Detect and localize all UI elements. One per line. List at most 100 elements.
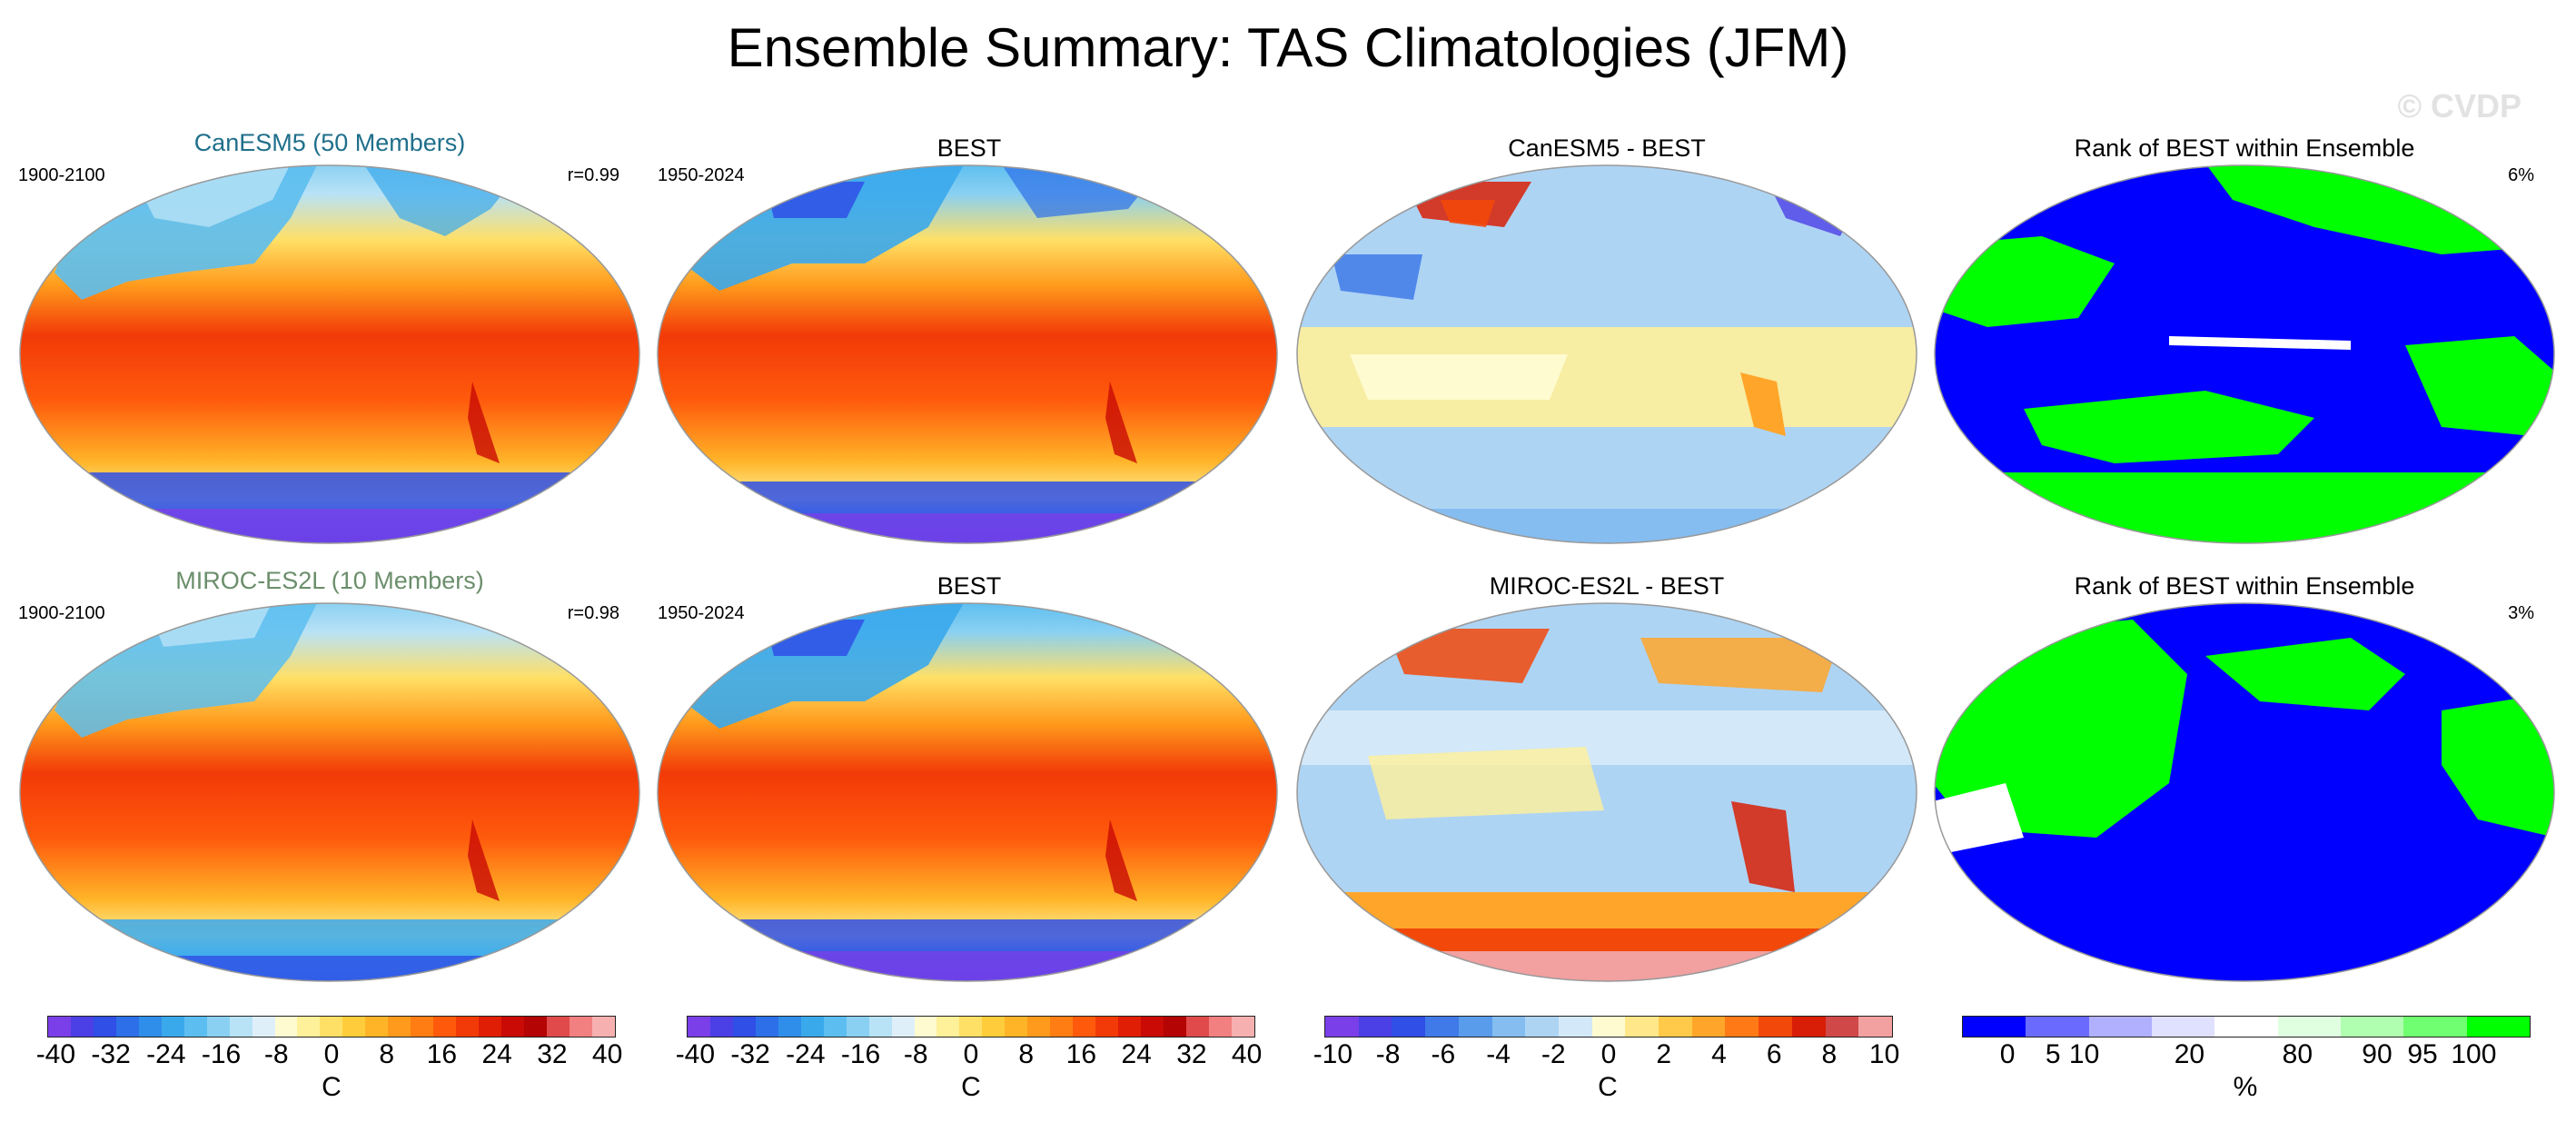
colorbar-swatch (1118, 1017, 1142, 1037)
colorbar-swatch (1073, 1017, 1096, 1037)
row2-rank-title: Rank of BEST within Ensemble (2074, 572, 2415, 600)
colorbar-tick-label: 8 (1018, 1039, 1035, 1069)
row2-obs-map (656, 601, 1279, 983)
colorbar-swatch (1141, 1017, 1164, 1037)
colorbar-tick-label: 24 (1121, 1039, 1152, 1069)
colorbar-swatch (546, 1017, 570, 1037)
colorbar-swatch (846, 1017, 869, 1037)
colorbar-swatch (732, 1017, 756, 1037)
colorbar-tick-label: 16 (426, 1039, 458, 1069)
colorbar-tick-label: -16 (840, 1039, 881, 1069)
colorbar-tick-label: 2 (1656, 1039, 1672, 1069)
temperature-colorbar-1 (47, 1016, 616, 1038)
colorbar-tick-label: 5 (2045, 1039, 2061, 1069)
colorbar-swatch (1164, 1017, 1186, 1037)
colorbar-swatch (1231, 1017, 1254, 1037)
row2-obs-title: BEST (936, 572, 1002, 600)
colorbar-swatch (1050, 1017, 1074, 1037)
colorbar-tick-label: 10 (1868, 1039, 1900, 1069)
temperature-colorbar-1-ticks: -40 -32 -24 -16 -8 0 8 16 24 32 40 (36, 1039, 623, 1070)
colorbar-tick-label: 0 (1999, 1039, 2016, 1069)
colorbar-swatch (433, 1017, 457, 1037)
colorbar-swatch (982, 1017, 1006, 1037)
colorbar-swatch (800, 1017, 824, 1037)
colorbar-swatch (1525, 1017, 1559, 1037)
colorbar-swatch (1027, 1017, 1051, 1037)
colorbar-swatch (688, 1017, 710, 1037)
colorbar-swatch (48, 1017, 71, 1037)
colorbar-swatch (161, 1017, 184, 1037)
row2-rank-map (1933, 601, 2556, 983)
row1-rank-title: Rank of BEST within Ensemble (2074, 134, 2415, 162)
row2-difference-title: MIROC-ES2L - BEST (1489, 572, 1725, 600)
colorbar-tick-label: -8 (263, 1039, 289, 1069)
colorbar-swatch (115, 1017, 139, 1037)
colorbar-swatch (936, 1017, 960, 1037)
colorbar-swatch (2088, 1017, 2152, 1037)
colorbar-swatch (709, 1017, 733, 1037)
colorbar-swatch (1185, 1017, 1209, 1037)
colorbar-swatch (320, 1017, 343, 1037)
colorbar-swatch (1392, 1017, 1426, 1037)
colorbar-tick-label: 40 (591, 1039, 623, 1069)
colorbar-swatch (456, 1017, 480, 1037)
colorbar-swatch (206, 1017, 230, 1037)
colorbar-swatch (1325, 1017, 1359, 1037)
colorbar-tick-label: 32 (1176, 1039, 1207, 1069)
colorbar-swatch (959, 1017, 983, 1037)
colorbar-tick-label: 100 (2451, 1039, 2497, 1069)
row1-obs-period: 1950-2024 (658, 165, 745, 185)
colorbar-tick-label: -2 (1541, 1039, 1566, 1069)
colorbar-tick-label: 90 (2362, 1039, 2393, 1069)
row2-model-period: 1900-2100 (18, 603, 105, 623)
colorbar-swatch (1759, 1017, 1792, 1037)
colorbar-swatch (1725, 1017, 1759, 1037)
colorbar-swatch (1591, 1017, 1626, 1037)
temperature-colorbar-1-unit: C (322, 1072, 342, 1102)
colorbar-tick-label: -8 (903, 1039, 928, 1069)
row2-pattern-correlation: r=0.98 (567, 603, 619, 623)
temperature-colorbar-2-unit: C (961, 1072, 981, 1102)
colorbar-swatch (1825, 1017, 1859, 1037)
colorbar-swatch (297, 1017, 321, 1037)
colorbar-swatch (1425, 1017, 1459, 1037)
colorbar-swatch (93, 1017, 116, 1037)
colorbar-swatch (755, 1017, 778, 1037)
colorbar-tick-label: 40 (1231, 1039, 1263, 1069)
colorbar-swatch (1625, 1017, 1660, 1037)
colorbar-swatch (591, 1017, 615, 1037)
colorbar-swatch (569, 1017, 592, 1037)
colorbar-swatch (1691, 1017, 1726, 1037)
row1-difference-title: CanESM5 - BEST (1508, 134, 1706, 162)
colorbar-tick-label: 8 (1821, 1039, 1838, 1069)
difference-colorbar (1324, 1016, 1893, 1038)
colorbar-tick-label: -40 (35, 1039, 76, 1069)
colorbar-tick-label: 0 (1600, 1039, 1617, 1069)
colorbar-swatch (2151, 1017, 2215, 1037)
row1-pattern-correlation: r=0.99 (567, 165, 619, 185)
colorbar-swatch (274, 1017, 298, 1037)
colorbar-tick-label: 16 (1065, 1039, 1097, 1069)
colorbar-swatch (2026, 1017, 2089, 1037)
colorbar-swatch (2277, 1017, 2341, 1037)
colorbar-tick-label: 20 (2174, 1039, 2205, 1069)
colorbar-swatch (524, 1017, 547, 1037)
row2-rank-percent: 3% (2508, 603, 2534, 623)
colorbar-swatch (1208, 1017, 1232, 1037)
colorbar-swatch (342, 1017, 366, 1037)
row2-model-title: MIROC-ES2L (10 Members) (175, 567, 484, 594)
colorbar-swatch (1963, 1017, 2026, 1037)
colorbar-swatch (823, 1017, 847, 1037)
row2-difference-map (1295, 601, 1918, 983)
colorbar-tick-label: -6 (1431, 1039, 1456, 1069)
rank-colorbar-unit: % (2233, 1072, 2258, 1102)
colorbar-tick-label: 95 (2407, 1039, 2438, 1069)
colorbar-swatch (2340, 1017, 2404, 1037)
colorbar-swatch (2466, 1017, 2530, 1037)
colorbar-swatch (1858, 1017, 1892, 1037)
cvdp-watermark: © CVDP (2397, 87, 2522, 124)
colorbar-swatch (891, 1017, 915, 1037)
colorbar-tick-label: -40 (675, 1039, 716, 1069)
colorbar-swatch (1491, 1017, 1526, 1037)
colorbar-tick-label: 6 (1766, 1039, 1782, 1069)
